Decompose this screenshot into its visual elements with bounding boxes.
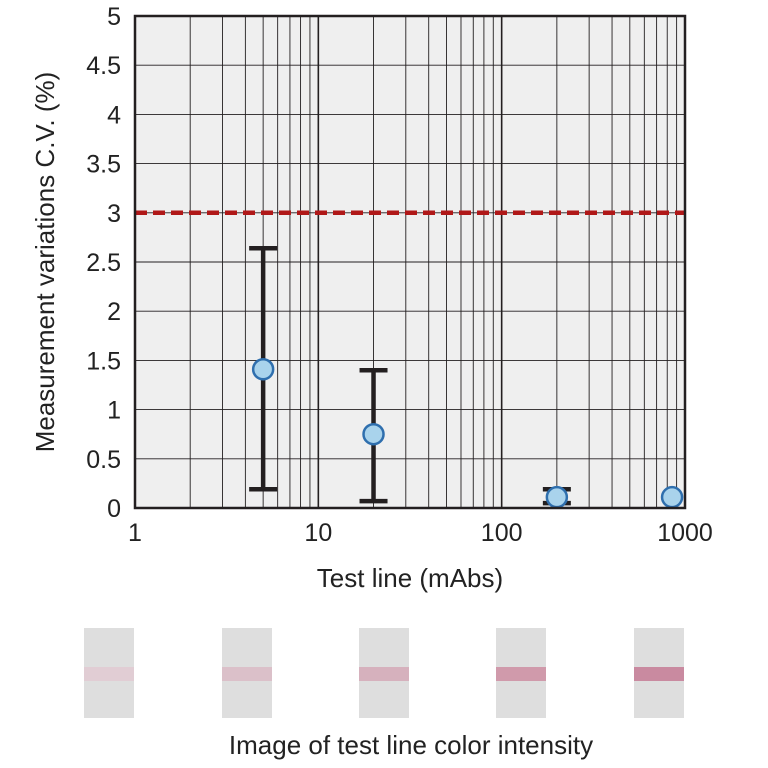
y-axis-title: Measurement variations C.V. (%) [30,72,60,453]
strip-caption: Image of test line color intensity [228,730,594,760]
x-tick-labels: 1 10 100 1000 [128,519,713,547]
y-tick-label: 4.5 [86,52,121,80]
data-point [545,485,569,509]
test-strip [222,628,272,718]
test-line-band [222,667,272,681]
y-tick-label: 0 [107,495,121,523]
x-axis-title: Test line (mAbs) [317,563,503,593]
y-tick-label: 4 [107,101,121,129]
y-tick-labels: 0 0.5 1 1.5 2 2.5 3 3.5 4 4.5 5 [86,3,121,523]
test-strip-row [0,628,768,720]
x-tick-label: 1000 [657,519,713,547]
test-line-band [359,667,409,681]
x-tick-label: 100 [481,519,523,547]
test-line-band [496,667,546,681]
test-strip [496,628,546,718]
x-tick-label: 1 [128,519,142,547]
y-tick-label: 1 [107,397,121,425]
data-points [251,358,684,509]
y-tick-label: 2 [107,298,121,326]
y-tick-label: 2.5 [86,249,121,277]
test-line-band [634,667,684,681]
data-point [251,358,275,381]
test-strip [634,628,684,718]
cv-chart: 0 0.5 1 1.5 2 2.5 3 3.5 4 4.5 5 1 10 100 1000 Test li… [30,3,713,593]
test-strip [84,628,134,718]
test-line-band [84,667,134,681]
y-tick-label: 3.5 [86,151,121,179]
x-tick-label: 10 [304,519,332,547]
y-tick-label: 3 [107,200,121,228]
y-tick-label: 1.5 [86,347,121,375]
plot-frame [133,14,687,510]
test-strip [359,628,409,718]
data-point [362,422,385,446]
y-tick-label: 0.5 [86,446,121,474]
grid [135,16,685,508]
data-point [660,485,684,509]
y-tick-label: 5 [107,3,121,31]
